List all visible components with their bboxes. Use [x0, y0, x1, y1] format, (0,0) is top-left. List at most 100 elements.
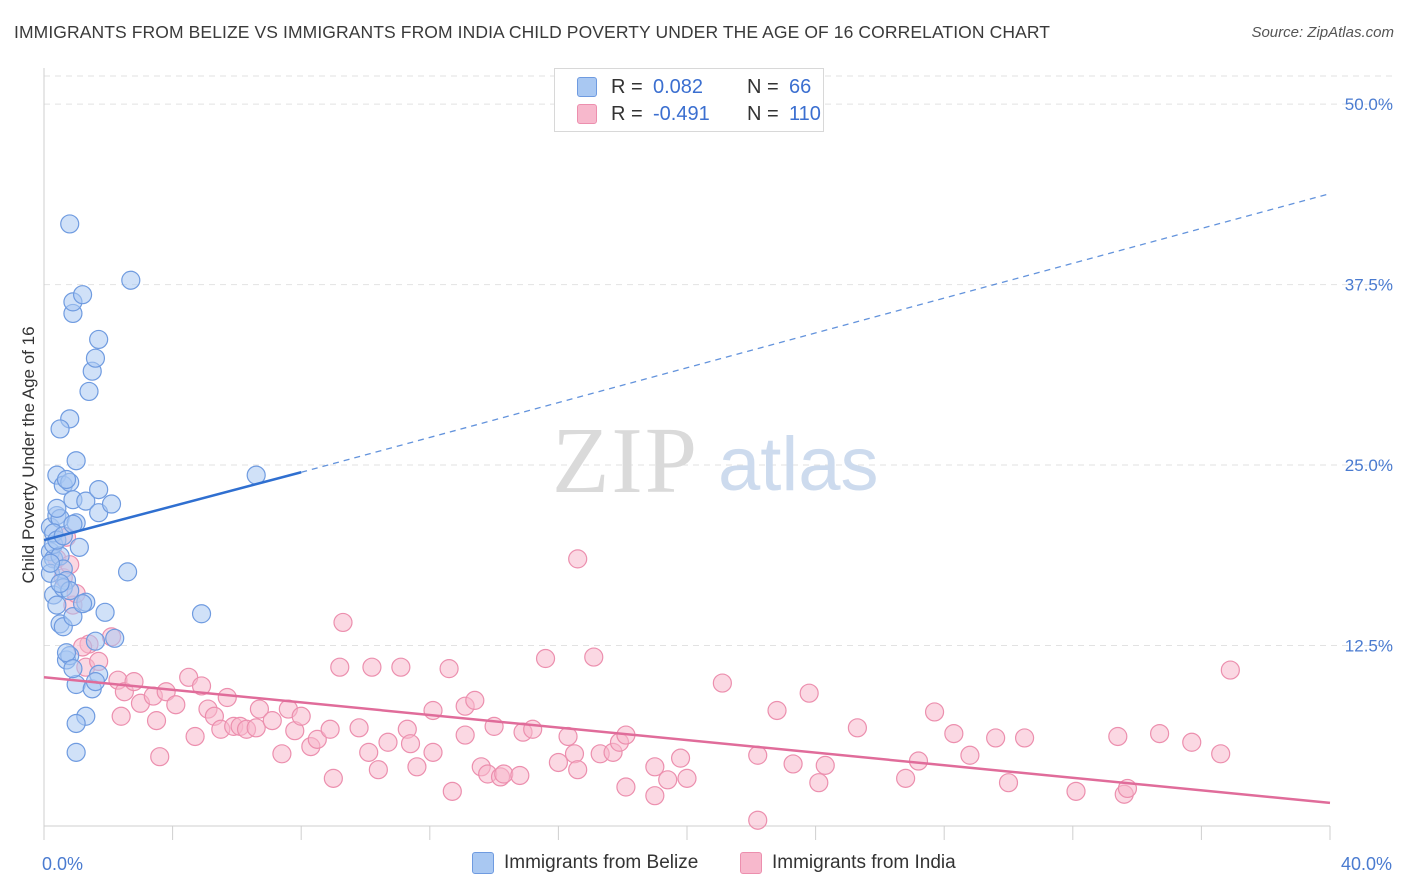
- belize-point: [56, 469, 77, 490]
- india-point: [320, 719, 340, 739]
- india-point: [246, 718, 266, 738]
- india-point: [535, 648, 556, 669]
- india-point: [564, 744, 585, 764]
- india-point: [1211, 744, 1231, 764]
- belize-point: [63, 659, 83, 679]
- belize-point: [95, 602, 115, 622]
- belize-point: [117, 562, 138, 582]
- legend-item-belize: Immigrants from Belize: [472, 852, 698, 874]
- india-point: [307, 729, 327, 749]
- india-point: [1150, 723, 1170, 744]
- india-point: [1182, 732, 1202, 752]
- watermark: ZIP atlas: [552, 409, 879, 513]
- india-point: [323, 768, 343, 788]
- series-legend: Immigrants from Belize Immigrants from I…: [0, 852, 1406, 878]
- india-point: [249, 699, 270, 719]
- y-tick-labels: 12.5% 25.0% 37.5% 50.0%: [1345, 95, 1393, 655]
- india-point: [815, 755, 835, 775]
- india-point: [1066, 781, 1086, 801]
- india-point: [156, 682, 176, 702]
- india-point: [423, 742, 443, 762]
- india-point: [944, 723, 964, 744]
- legend-r-label: R =: [611, 102, 643, 125]
- belize-point: [66, 742, 86, 762]
- belize-point: [60, 214, 80, 234]
- india-point: [362, 657, 382, 677]
- india-point: [568, 760, 588, 780]
- legend-n-value: 66: [789, 75, 812, 98]
- legend-row-belize: R = 0.082 N = 66: [577, 74, 811, 100]
- watermark-zip: ZIP: [552, 409, 699, 513]
- india-point: [1108, 726, 1128, 747]
- india-point: [645, 757, 665, 777]
- belize-point: [76, 491, 96, 511]
- legend-swatch-india: [577, 104, 597, 124]
- legend-swatch-india: [740, 852, 762, 874]
- y-tick-label: 37.5%: [1345, 276, 1393, 295]
- belize-point: [72, 285, 93, 305]
- belize-trend-extension: [301, 192, 1331, 473]
- india-point: [568, 549, 588, 569]
- belize-point: [85, 348, 106, 368]
- india-points: [47, 527, 1240, 830]
- india-point: [333, 612, 353, 633]
- legend-r-label: R =: [611, 75, 643, 98]
- belize-point: [50, 573, 70, 594]
- india-trend-line: [43, 676, 1331, 805]
- legend-label-belize: Immigrants from Belize: [504, 852, 699, 873]
- belize-point: [79, 381, 99, 402]
- india-point: [677, 768, 697, 788]
- belize-points: [40, 214, 266, 762]
- india-point: [391, 657, 411, 677]
- grid-lines: [44, 75, 1392, 647]
- legend-n-label: N =: [747, 75, 779, 98]
- india-point: [1220, 660, 1240, 680]
- india-point: [799, 683, 819, 703]
- india-point: [510, 765, 530, 786]
- india-point: [400, 734, 421, 754]
- belize-trend-line: [43, 471, 302, 542]
- legend-row-india: R = -0.491 N = 110: [577, 101, 821, 127]
- legend-swatch-belize: [577, 77, 597, 97]
- india-point: [645, 786, 665, 806]
- india-point: [548, 752, 569, 773]
- india-point: [378, 732, 398, 752]
- belize-point: [66, 451, 86, 471]
- india-point: [111, 706, 131, 726]
- india-point: [442, 781, 462, 801]
- india-point: [455, 725, 475, 745]
- legend-n-value: 110: [789, 102, 821, 125]
- belize-point: [85, 631, 106, 651]
- belize-point: [66, 674, 86, 695]
- legend-label-india: Immigrants from India: [772, 852, 956, 873]
- india-point: [986, 728, 1006, 748]
- source-label: Source: ZipAtlas.com: [1251, 24, 1394, 41]
- belize-point: [101, 494, 122, 514]
- belize-point: [40, 553, 61, 573]
- india-point: [150, 747, 170, 767]
- india-point: [809, 773, 829, 793]
- y-tick-label: 12.5%: [1345, 637, 1393, 656]
- india-point: [712, 673, 732, 693]
- india-point: [349, 718, 369, 738]
- india-point: [616, 777, 636, 797]
- india-point: [523, 719, 543, 739]
- india-point: [847, 718, 867, 738]
- india-point: [748, 810, 768, 830]
- y-axis-label: Child Poverty Under the Age of 16: [19, 326, 38, 583]
- india-point: [767, 700, 787, 721]
- india-point: [407, 757, 427, 777]
- india-point: [185, 726, 205, 747]
- india-point: [924, 702, 945, 722]
- india-point: [494, 764, 514, 784]
- legend-n-label: N =: [747, 102, 779, 125]
- india-point: [748, 745, 768, 765]
- legend-swatch-belize: [472, 852, 494, 874]
- india-point: [465, 690, 485, 710]
- india-point: [191, 676, 212, 696]
- belize-point: [89, 329, 109, 350]
- legend: R = 0.082 N = 66 R = -0.491 N = 110: [554, 68, 824, 132]
- india-point: [658, 770, 678, 790]
- belize-point: [121, 270, 141, 290]
